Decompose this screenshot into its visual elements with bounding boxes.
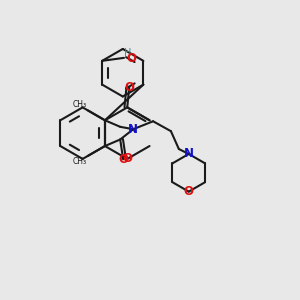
Text: N: N [184, 148, 194, 160]
Text: H: H [124, 48, 132, 58]
Text: CH₃: CH₃ [73, 157, 87, 166]
Text: O: O [184, 185, 194, 198]
Text: O: O [118, 153, 128, 166]
Text: CH₃: CH₃ [73, 100, 87, 109]
Text: O: O [126, 52, 136, 65]
Text: O: O [124, 81, 134, 94]
Text: O: O [122, 152, 132, 165]
Text: N: N [128, 123, 138, 136]
